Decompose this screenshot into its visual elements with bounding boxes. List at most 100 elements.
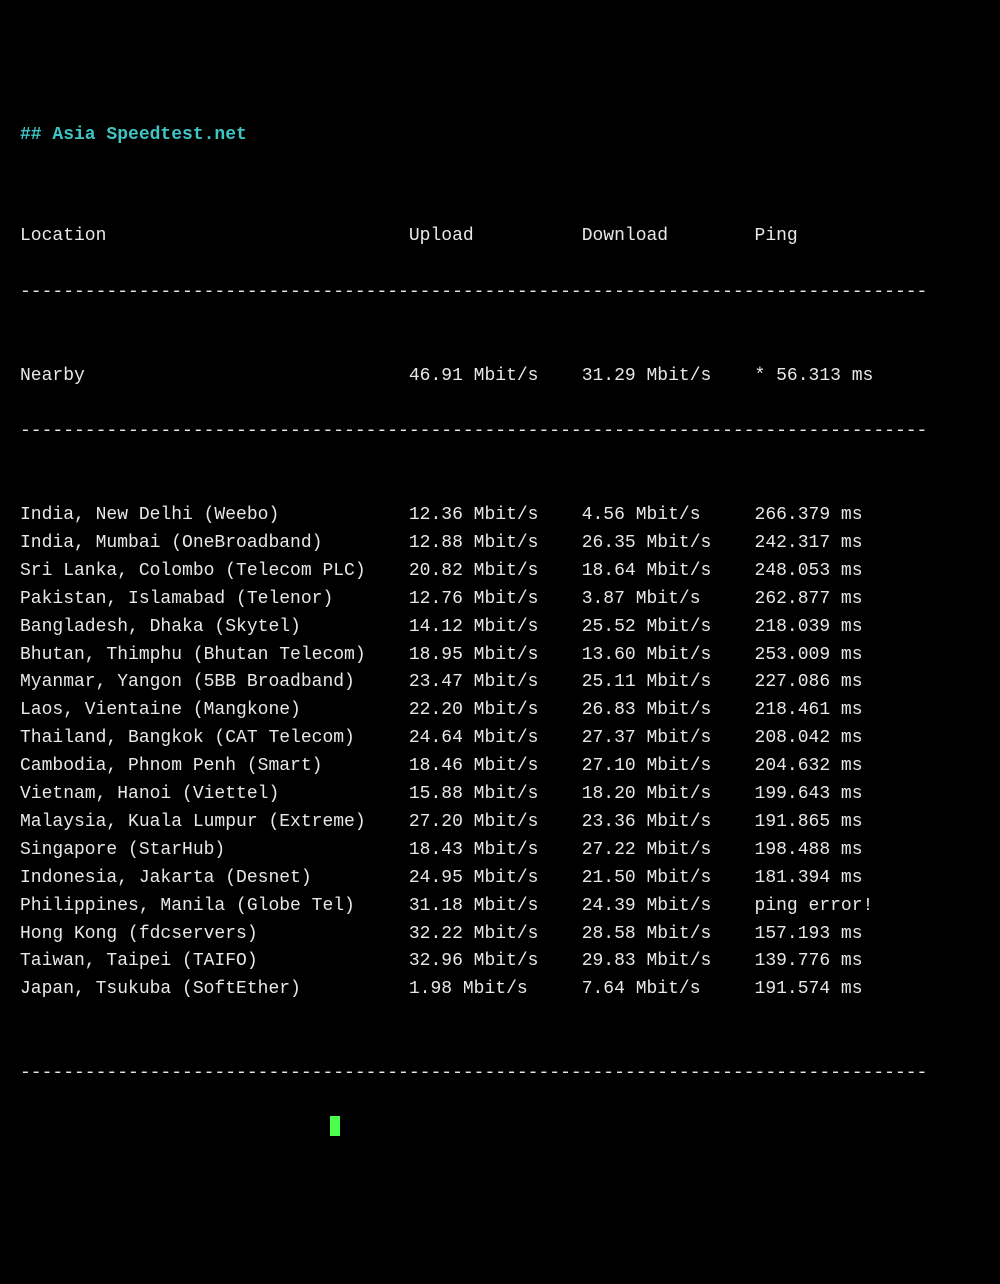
table-row: Myanmar, Yangon (5BB Broadband) 23.47 Mb… — [20, 669, 980, 697]
cell-ping: 248.053 ms — [755, 558, 980, 586]
table-row: India, New Delhi (Weebo) 12.36 Mbit/s 4.… — [20, 502, 980, 530]
cell-ping: ping error! — [755, 893, 980, 921]
cell-upload: 31.18 Mbit/s — [409, 893, 582, 921]
cell-upload: 22.20 Mbit/s — [409, 697, 582, 725]
table-row: Laos, Vientaine (Mangkone) 22.20 Mbit/s … — [20, 697, 980, 725]
header-upload: Upload — [409, 223, 582, 251]
cell-location: Bangladesh, Dhaka (Skytel) — [20, 614, 409, 642]
cell-upload: 12.36 Mbit/s — [409, 502, 582, 530]
cell-upload: 24.95 Mbit/s — [409, 865, 582, 893]
cell-upload: 14.12 Mbit/s — [409, 614, 582, 642]
table-row: Taiwan, Taipei (TAIFO) 32.96 Mbit/s 29.8… — [20, 948, 980, 976]
cell-upload: 18.46 Mbit/s — [409, 753, 582, 781]
table-row: Philippines, Manila (Globe Tel) 31.18 Mb… — [20, 893, 980, 921]
cell-ping: 218.461 ms — [755, 697, 980, 725]
cell-upload: 12.76 Mbit/s — [409, 586, 582, 614]
cell-download: 25.11 Mbit/s — [582, 669, 755, 697]
cell-location: Philippines, Manila (Globe Tel) — [20, 893, 409, 921]
table-row: Singapore (StarHub) 18.43 Mbit/s 27.22 M… — [20, 837, 980, 865]
cell-upload: 18.95 Mbit/s — [409, 642, 582, 670]
cell-ping: 253.009 ms — [755, 642, 980, 670]
cell-location: Cambodia, Phnom Penh (Smart) — [20, 753, 409, 781]
cell-ping: 262.877 ms — [755, 586, 980, 614]
cell-upload: 23.47 Mbit/s — [409, 669, 582, 697]
cell-upload: 15.88 Mbit/s — [409, 781, 582, 809]
table-row: Pakistan, Islamabad (Telenor) 12.76 Mbit… — [20, 586, 980, 614]
table-header-row: Location Upload Download Ping — [20, 223, 980, 251]
cell-download: 26.83 Mbit/s — [582, 697, 755, 725]
cell-upload: 27.20 Mbit/s — [409, 809, 582, 837]
cell-ping: 157.193 ms — [755, 921, 980, 949]
cell-download: 27.22 Mbit/s — [582, 837, 755, 865]
cell-download: 27.37 Mbit/s — [582, 725, 755, 753]
cell-location: Vietnam, Hanoi (Viettel) — [20, 781, 409, 809]
cell-location: India, New Delhi (Weebo) — [20, 502, 409, 530]
cell-download: 27.10 Mbit/s — [582, 753, 755, 781]
cell-ping: 191.865 ms — [755, 809, 980, 837]
cell-ping: 191.574 ms — [755, 976, 980, 1004]
table-row: Thailand, Bangkok (CAT Telecom) 24.64 Mb… — [20, 725, 980, 753]
cell-location: Thailand, Bangkok (CAT Telecom) — [20, 725, 409, 753]
nearby-upload: 46.91 Mbit/s — [409, 363, 582, 391]
cell-location: Malaysia, Kuala Lumpur (Extreme) — [20, 809, 409, 837]
nearby-download: 31.29 Mbit/s — [582, 363, 755, 391]
table-row: Hong Kong (fdcservers) 32.22 Mbit/s 28.5… — [20, 921, 980, 949]
cell-download: 21.50 Mbit/s — [582, 865, 755, 893]
cell-ping: 198.488 ms — [755, 837, 980, 865]
cell-download: 7.64 Mbit/s — [582, 976, 755, 1004]
cell-upload: 24.64 Mbit/s — [409, 725, 582, 753]
table-row: Malaysia, Kuala Lumpur (Extreme) 27.20 M… — [20, 809, 980, 837]
cell-download: 24.39 Mbit/s — [582, 893, 755, 921]
cell-download: 26.35 Mbit/s — [582, 530, 755, 558]
nearby-row: Nearby 46.91 Mbit/s 31.29 Mbit/s * 56.31… — [20, 363, 980, 391]
table-row: Bangladesh, Dhaka (Skytel) 14.12 Mbit/s … — [20, 614, 980, 642]
cell-download: 28.58 Mbit/s — [582, 921, 755, 949]
table-row: Sri Lanka, Colombo (Telecom PLC) 20.82 M… — [20, 558, 980, 586]
table-row: Bhutan, Thimphu (Bhutan Telecom) 18.95 M… — [20, 642, 980, 670]
cell-ping: 139.776 ms — [755, 948, 980, 976]
cell-ping: 204.632 ms — [755, 753, 980, 781]
cell-upload: 32.96 Mbit/s — [409, 948, 582, 976]
cell-location: Sri Lanka, Colombo (Telecom PLC) — [20, 558, 409, 586]
cell-download: 18.20 Mbit/s — [582, 781, 755, 809]
table-row: Indonesia, Jakarta (Desnet) 24.95 Mbit/s… — [20, 865, 980, 893]
table-row: India, Mumbai (OneBroadband) 12.88 Mbit/… — [20, 530, 980, 558]
cell-upload: 18.43 Mbit/s — [409, 837, 582, 865]
table-row: Cambodia, Phnom Penh (Smart) 18.46 Mbit/… — [20, 753, 980, 781]
cell-location: India, Mumbai (OneBroadband) — [20, 530, 409, 558]
cell-location: Laos, Vientaine (Mangkone) — [20, 697, 409, 725]
cell-ping: 181.394 ms — [755, 865, 980, 893]
cell-ping: 218.039 ms — [755, 614, 980, 642]
nearby-location: Nearby — [20, 363, 409, 391]
cell-location: Myanmar, Yangon (5BB Broadband) — [20, 669, 409, 697]
header-ping: Ping — [755, 223, 980, 251]
cell-upload: 1.98 Mbit/s — [409, 976, 582, 1004]
table-row: Japan, Tsukuba (SoftEther) 1.98 Mbit/s 7… — [20, 976, 980, 1004]
cell-location: Singapore (StarHub) — [20, 837, 409, 865]
table-row: Vietnam, Hanoi (Viettel) 15.88 Mbit/s 18… — [20, 781, 980, 809]
cell-download: 25.52 Mbit/s — [582, 614, 755, 642]
table-body: India, New Delhi (Weebo) 12.36 Mbit/s 4.… — [20, 502, 980, 1004]
cell-location: Taiwan, Taipei (TAIFO) — [20, 948, 409, 976]
cell-location: Hong Kong (fdcservers) — [20, 921, 409, 949]
cell-location: Japan, Tsukuba (SoftEther) — [20, 976, 409, 1004]
cell-download: 23.36 Mbit/s — [582, 809, 755, 837]
cell-download: 29.83 Mbit/s — [582, 948, 755, 976]
cell-location: Pakistan, Islamabad (Telenor) — [20, 586, 409, 614]
cell-download: 13.60 Mbit/s — [582, 642, 755, 670]
cell-location: Bhutan, Thimphu (Bhutan Telecom) — [20, 642, 409, 670]
header-download: Download — [582, 223, 755, 251]
cell-ping: 227.086 ms — [755, 669, 980, 697]
cell-download: 18.64 Mbit/s — [582, 558, 755, 586]
cell-download: 4.56 Mbit/s — [582, 502, 755, 530]
cell-ping: 199.643 ms — [755, 781, 980, 809]
cursor-line — [20, 1116, 980, 1145]
cell-download: 3.87 Mbit/s — [582, 586, 755, 614]
cell-ping: 208.042 ms — [755, 725, 980, 753]
cell-ping: 266.379 ms — [755, 502, 980, 530]
cell-upload: 32.22 Mbit/s — [409, 921, 582, 949]
cell-upload: 20.82 Mbit/s — [409, 558, 582, 586]
nearby-ping: * 56.313 ms — [755, 363, 980, 391]
cell-ping: 242.317 ms — [755, 530, 980, 558]
cell-location: Indonesia, Jakarta (Desnet) — [20, 865, 409, 893]
